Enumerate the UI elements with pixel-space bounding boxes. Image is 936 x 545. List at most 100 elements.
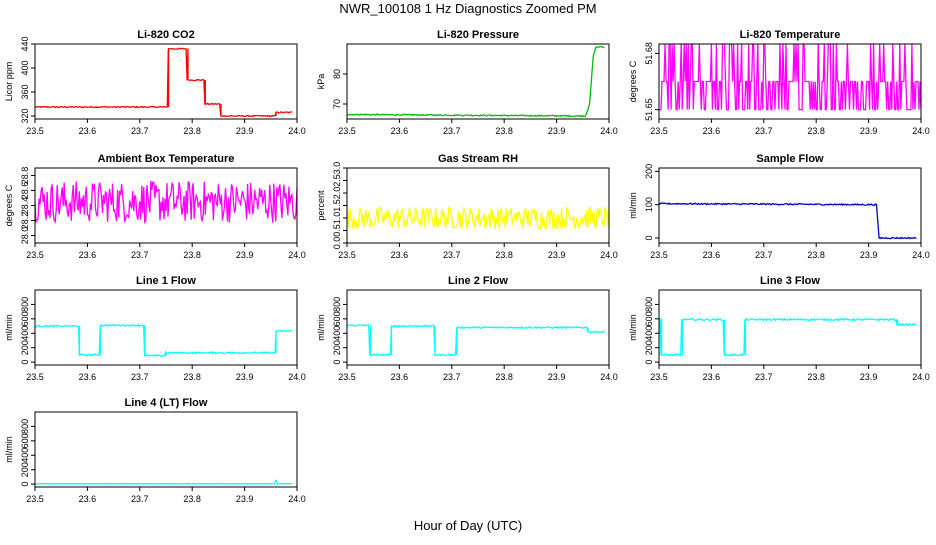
x-tick-label: 23.9 bbox=[548, 126, 566, 136]
y-tick-label: 800 bbox=[644, 297, 654, 312]
x-tick-label: 23.8 bbox=[495, 372, 513, 382]
x-tick-label: 23.8 bbox=[807, 372, 825, 382]
series-line bbox=[659, 44, 921, 111]
panel-title: Line 4 (LT) Flow bbox=[125, 397, 208, 409]
y-tick-label: 28.2 bbox=[20, 212, 30, 230]
x-tick-label: 23.8 bbox=[807, 126, 825, 136]
x-tick-label: 23.8 bbox=[495, 126, 513, 136]
x-tick-label: 23.5 bbox=[26, 126, 44, 136]
x-tick-label: 23.6 bbox=[703, 126, 721, 136]
x-tick-label: 23.9 bbox=[860, 126, 878, 136]
x-tick-label: 24.0 bbox=[288, 126, 306, 136]
y-tick-label: 51.68 bbox=[644, 42, 654, 65]
figure-title: NWR_100108 1 Hz Diagnostics Zoomed PM bbox=[339, 1, 596, 16]
x-tick-label: 24.0 bbox=[600, 250, 618, 260]
x-tick-label: 23.8 bbox=[183, 494, 201, 504]
x-tick-label: 23.5 bbox=[650, 372, 668, 382]
plot-frame bbox=[658, 167, 922, 244]
y-tick-label: 2.5 bbox=[332, 174, 342, 187]
y-tick-label: 600 bbox=[644, 311, 654, 326]
y-axis-label: ml/min bbox=[628, 314, 638, 341]
x-tick-label: 23.5 bbox=[338, 250, 356, 260]
x-tick-label: 23.6 bbox=[79, 372, 97, 382]
x-tick-label: 23.5 bbox=[26, 250, 44, 260]
x-tick-label: 23.7 bbox=[443, 372, 461, 382]
x-tick-label: 24.0 bbox=[912, 250, 930, 260]
series-line bbox=[347, 205, 609, 230]
x-tick-label: 23.5 bbox=[650, 126, 668, 136]
chart-panels: Li-820 CO2 Licor ppm 23.5 23.6 23.7 23.8 23.9 2… bbox=[4, 29, 930, 504]
y-tick-label: 0.5 bbox=[332, 224, 342, 237]
panel-1: Li-820 Pressure kPa 23.5 23.6 23.7 23.8 23.9 24… bbox=[316, 29, 618, 136]
x-tick-label: 24.0 bbox=[288, 250, 306, 260]
x-tick-label: 23.7 bbox=[443, 126, 461, 136]
panel-4: Gas Stream RH percent 23.5 23.6 23.7 23.8 23.9… bbox=[316, 153, 618, 260]
y-tick-label: 200 bbox=[20, 462, 30, 477]
x-tick-label: 23.6 bbox=[391, 250, 409, 260]
y-tick-label: 400 bbox=[644, 326, 654, 341]
y-tick-label: 0.0 bbox=[332, 237, 342, 250]
y-tick-label: 2.0 bbox=[332, 187, 342, 200]
x-tick-label: 23.7 bbox=[131, 250, 149, 260]
x-tick-label: 23.7 bbox=[755, 126, 773, 136]
y-tick-label: 400 bbox=[20, 448, 30, 463]
x-tick-label: 23.5 bbox=[338, 126, 356, 136]
x-tick-label: 23.6 bbox=[79, 126, 97, 136]
plot-frame bbox=[34, 411, 298, 488]
x-tick-label: 23.6 bbox=[391, 126, 409, 136]
series-line bbox=[659, 317, 917, 357]
y-tick-label: 0 bbox=[332, 360, 342, 365]
y-axis-label: percent bbox=[316, 190, 326, 221]
y-axis-label: ml/min bbox=[4, 436, 14, 463]
x-tick-label: 23.6 bbox=[703, 250, 721, 260]
panel-title: Li-820 CO2 bbox=[137, 29, 194, 41]
x-tick-label: 24.0 bbox=[912, 126, 930, 136]
panel-title: Ambient Box Temperature bbox=[98, 153, 235, 165]
series-line bbox=[35, 47, 293, 118]
plot-frame bbox=[658, 289, 922, 366]
plot-frame bbox=[346, 43, 610, 120]
y-axis-label: degrees C bbox=[628, 60, 638, 102]
panel-title: Line 2 Flow bbox=[448, 275, 508, 287]
x-tick-label: 24.0 bbox=[288, 494, 306, 504]
y-axis-label: Licor ppm bbox=[4, 62, 14, 102]
y-tick-label: 28.6 bbox=[20, 182, 30, 200]
plot-frame bbox=[346, 167, 610, 244]
panel-title: Line 1 Flow bbox=[136, 275, 196, 287]
x-tick-label: 24.0 bbox=[288, 372, 306, 382]
panel-title: Line 3 Flow bbox=[760, 275, 820, 287]
y-tick-label: 1.0 bbox=[332, 212, 342, 225]
series-line bbox=[347, 45, 605, 118]
y-tick-label: 600 bbox=[20, 311, 30, 326]
panel-title: Sample Flow bbox=[756, 153, 824, 165]
figure-xlabel: Hour of Day (UTC) bbox=[414, 518, 522, 533]
y-axis-label: degrees C bbox=[4, 184, 14, 226]
y-tick-label: 0 bbox=[644, 360, 654, 365]
x-tick-label: 23.9 bbox=[236, 250, 254, 260]
series-line bbox=[347, 324, 605, 357]
panel-0: Li-820 CO2 Licor ppm 23.5 23.6 23.7 23.8 23.9 2… bbox=[4, 29, 306, 136]
x-tick-label: 24.0 bbox=[600, 372, 618, 382]
x-tick-label: 23.8 bbox=[495, 250, 513, 260]
y-tick-label: 440 bbox=[20, 36, 30, 51]
y-tick-label: 51.65 bbox=[644, 98, 654, 121]
x-tick-label: 23.8 bbox=[183, 372, 201, 382]
x-tick-label: 23.9 bbox=[236, 494, 254, 504]
x-tick-label: 24.0 bbox=[600, 126, 618, 136]
panel-6: Line 1 Flow ml/min 23.5 23.6 23.7 23.8 23.9 24.… bbox=[4, 275, 306, 382]
y-tick-label: 360 bbox=[20, 84, 30, 99]
plot-frame bbox=[658, 43, 922, 120]
x-tick-label: 23.9 bbox=[860, 372, 878, 382]
x-tick-label: 23.6 bbox=[703, 372, 721, 382]
y-axis-label: ml/min bbox=[4, 314, 14, 341]
y-tick-label: 400 bbox=[332, 326, 342, 341]
y-tick-label: 0 bbox=[20, 360, 30, 365]
x-tick-label: 23.6 bbox=[79, 250, 97, 260]
x-tick-label: 23.8 bbox=[183, 126, 201, 136]
y-axis-label: ml/min bbox=[628, 192, 638, 219]
plot-frame bbox=[34, 43, 298, 120]
y-tick-label: 400 bbox=[20, 60, 30, 75]
panel-title: Gas Stream RH bbox=[438, 153, 518, 165]
x-tick-label: 23.5 bbox=[338, 372, 356, 382]
